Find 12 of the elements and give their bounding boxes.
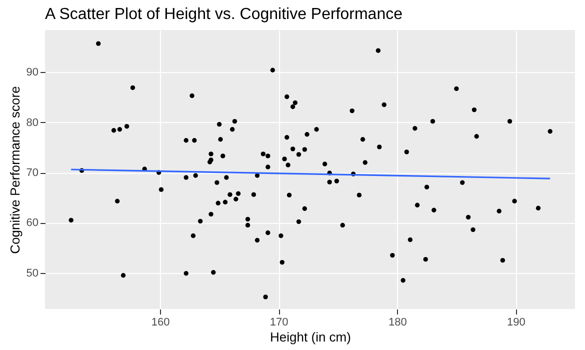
x-tick-label: 170 xyxy=(270,316,288,328)
x-tick-label: 190 xyxy=(507,316,526,328)
chart-title: A Scatter Plot of Height vs. Cognitive Performance xyxy=(45,6,403,23)
y-tick-label: 90 xyxy=(26,66,38,79)
x-tick-label: 160 xyxy=(151,316,170,328)
y-axis-title: Cognitive Performance score xyxy=(7,86,22,254)
y-tick-label: 80 xyxy=(26,116,38,129)
x-tick-label: 180 xyxy=(388,316,407,328)
y-tick-label: 60 xyxy=(26,217,38,230)
y-tick-label: 50 xyxy=(26,267,38,280)
x-axis-title: Height (in cm) xyxy=(270,330,351,344)
y-tick-label: 70 xyxy=(26,167,38,180)
